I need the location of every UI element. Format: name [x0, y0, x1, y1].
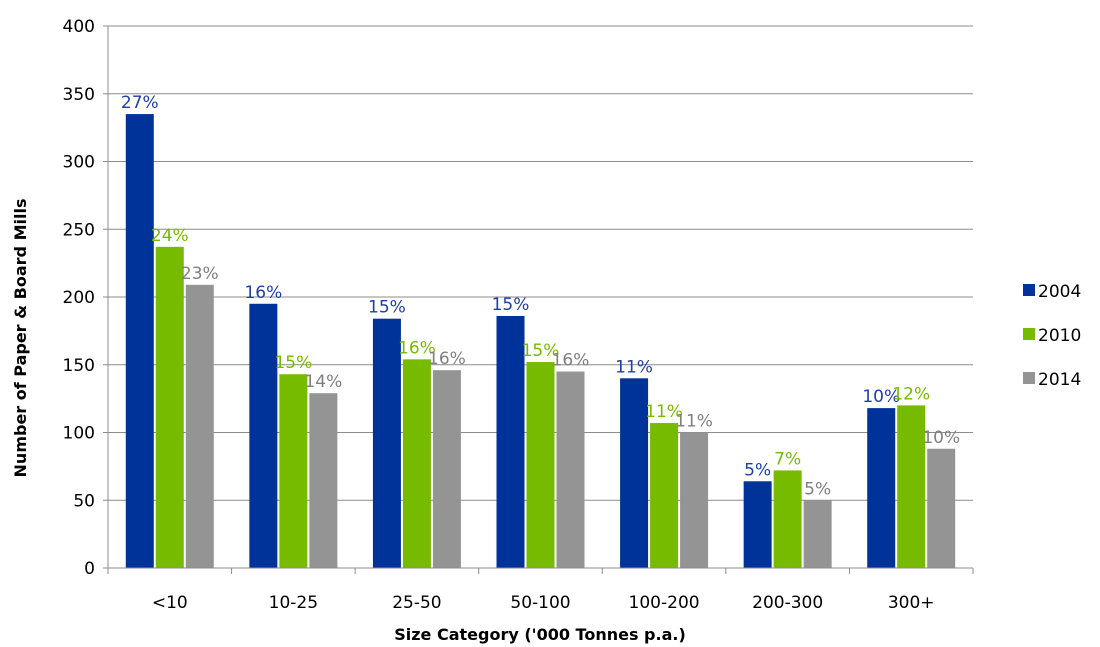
y-tick-label: 50 [73, 491, 95, 511]
x-tick-label: 200-300 [752, 593, 823, 613]
y-tick-label: 100 [63, 424, 95, 444]
data-label: 16% [428, 349, 466, 369]
bars [125, 114, 956, 569]
data-label: 14% [304, 372, 342, 392]
y-tick-label: 150 [63, 356, 95, 376]
bar-2014 [309, 393, 338, 568]
data-label: 15% [274, 353, 312, 373]
x-tick-label: 50-100 [510, 593, 570, 613]
y-axis-title: Number of Paper & Board Mills [11, 199, 30, 478]
bar-2014 [556, 371, 585, 568]
bar-2004 [867, 408, 896, 568]
legend-label-2010: 2010 [1038, 326, 1081, 346]
data-label: 15% [492, 295, 530, 315]
x-tick-label: 100-200 [629, 593, 700, 613]
bar-2014 [432, 370, 461, 568]
bar-2004 [125, 114, 154, 568]
bar-2014 [185, 284, 214, 568]
y-tick-label: 250 [63, 220, 95, 240]
bar-2010 [402, 359, 431, 568]
data-label: 16% [552, 351, 590, 371]
bar-2014 [803, 500, 832, 568]
legend-swatch-2010 [1023, 328, 1035, 340]
bar-2014 [927, 448, 956, 568]
data-label: 15% [522, 341, 560, 361]
y-tick-label: 400 [63, 17, 95, 37]
data-label: 5% [804, 479, 831, 499]
data-label: 27% [121, 93, 159, 113]
y-tick-label: 350 [63, 85, 95, 105]
data-label: 11% [615, 357, 653, 377]
bar-2010 [526, 362, 555, 568]
data-label: 23% [181, 264, 219, 284]
bar-2004 [496, 315, 525, 568]
data-label: 11% [645, 402, 683, 422]
x-axis-title: Size Category ('000 Tonnes p.a.) [394, 625, 686, 644]
bar-2010 [650, 423, 679, 568]
y-tick-label: 0 [84, 559, 95, 579]
data-label: 16% [244, 283, 282, 303]
x-tick-label: 300+ [888, 593, 935, 613]
bar-2010 [279, 374, 308, 568]
data-label: 5% [744, 460, 771, 480]
bar-2004 [743, 481, 772, 568]
gridlines [103, 25, 973, 569]
data-label: 11% [675, 412, 713, 432]
x-tick-label: 25-50 [392, 593, 441, 613]
y-tick-label: 200 [63, 288, 95, 308]
bar-2004 [620, 378, 649, 568]
x-tick-label: 10-25 [269, 593, 318, 613]
bar-2004 [249, 303, 278, 568]
data-label: 10% [862, 387, 900, 407]
bar-2014 [680, 432, 709, 568]
data-label: 24% [151, 226, 189, 246]
bar-2010 [773, 470, 802, 568]
y-tick-label: 300 [63, 153, 95, 173]
x-tick-label: <10 [152, 593, 188, 613]
legend-swatch-2004 [1023, 284, 1035, 296]
legend-swatch-2014 [1023, 372, 1035, 384]
bar-2010 [897, 405, 926, 568]
data-labels: 27%24%23%16%15%14%15%16%16%15%15%16% 11%1… [121, 93, 960, 499]
x-axis-ticks: <10 10-25 25-50 50-100 100-200 200-300 300+ [152, 593, 935, 613]
legend-label-2014: 2014 [1038, 370, 1081, 390]
data-label: 16% [398, 338, 436, 358]
bar-2004 [372, 318, 401, 568]
data-label: 7% [774, 449, 801, 469]
legend: 2004 2010 2014 [1023, 282, 1081, 390]
y-axis-ticks: 0 50 100 150 200 250 300 350 400 [63, 17, 95, 579]
data-label: 15% [368, 298, 406, 318]
data-label: 12% [892, 384, 930, 404]
legend-label-2004: 2004 [1038, 282, 1081, 302]
data-label: 10% [922, 428, 960, 448]
x-axis [103, 567, 974, 574]
bar-2010 [155, 246, 184, 569]
